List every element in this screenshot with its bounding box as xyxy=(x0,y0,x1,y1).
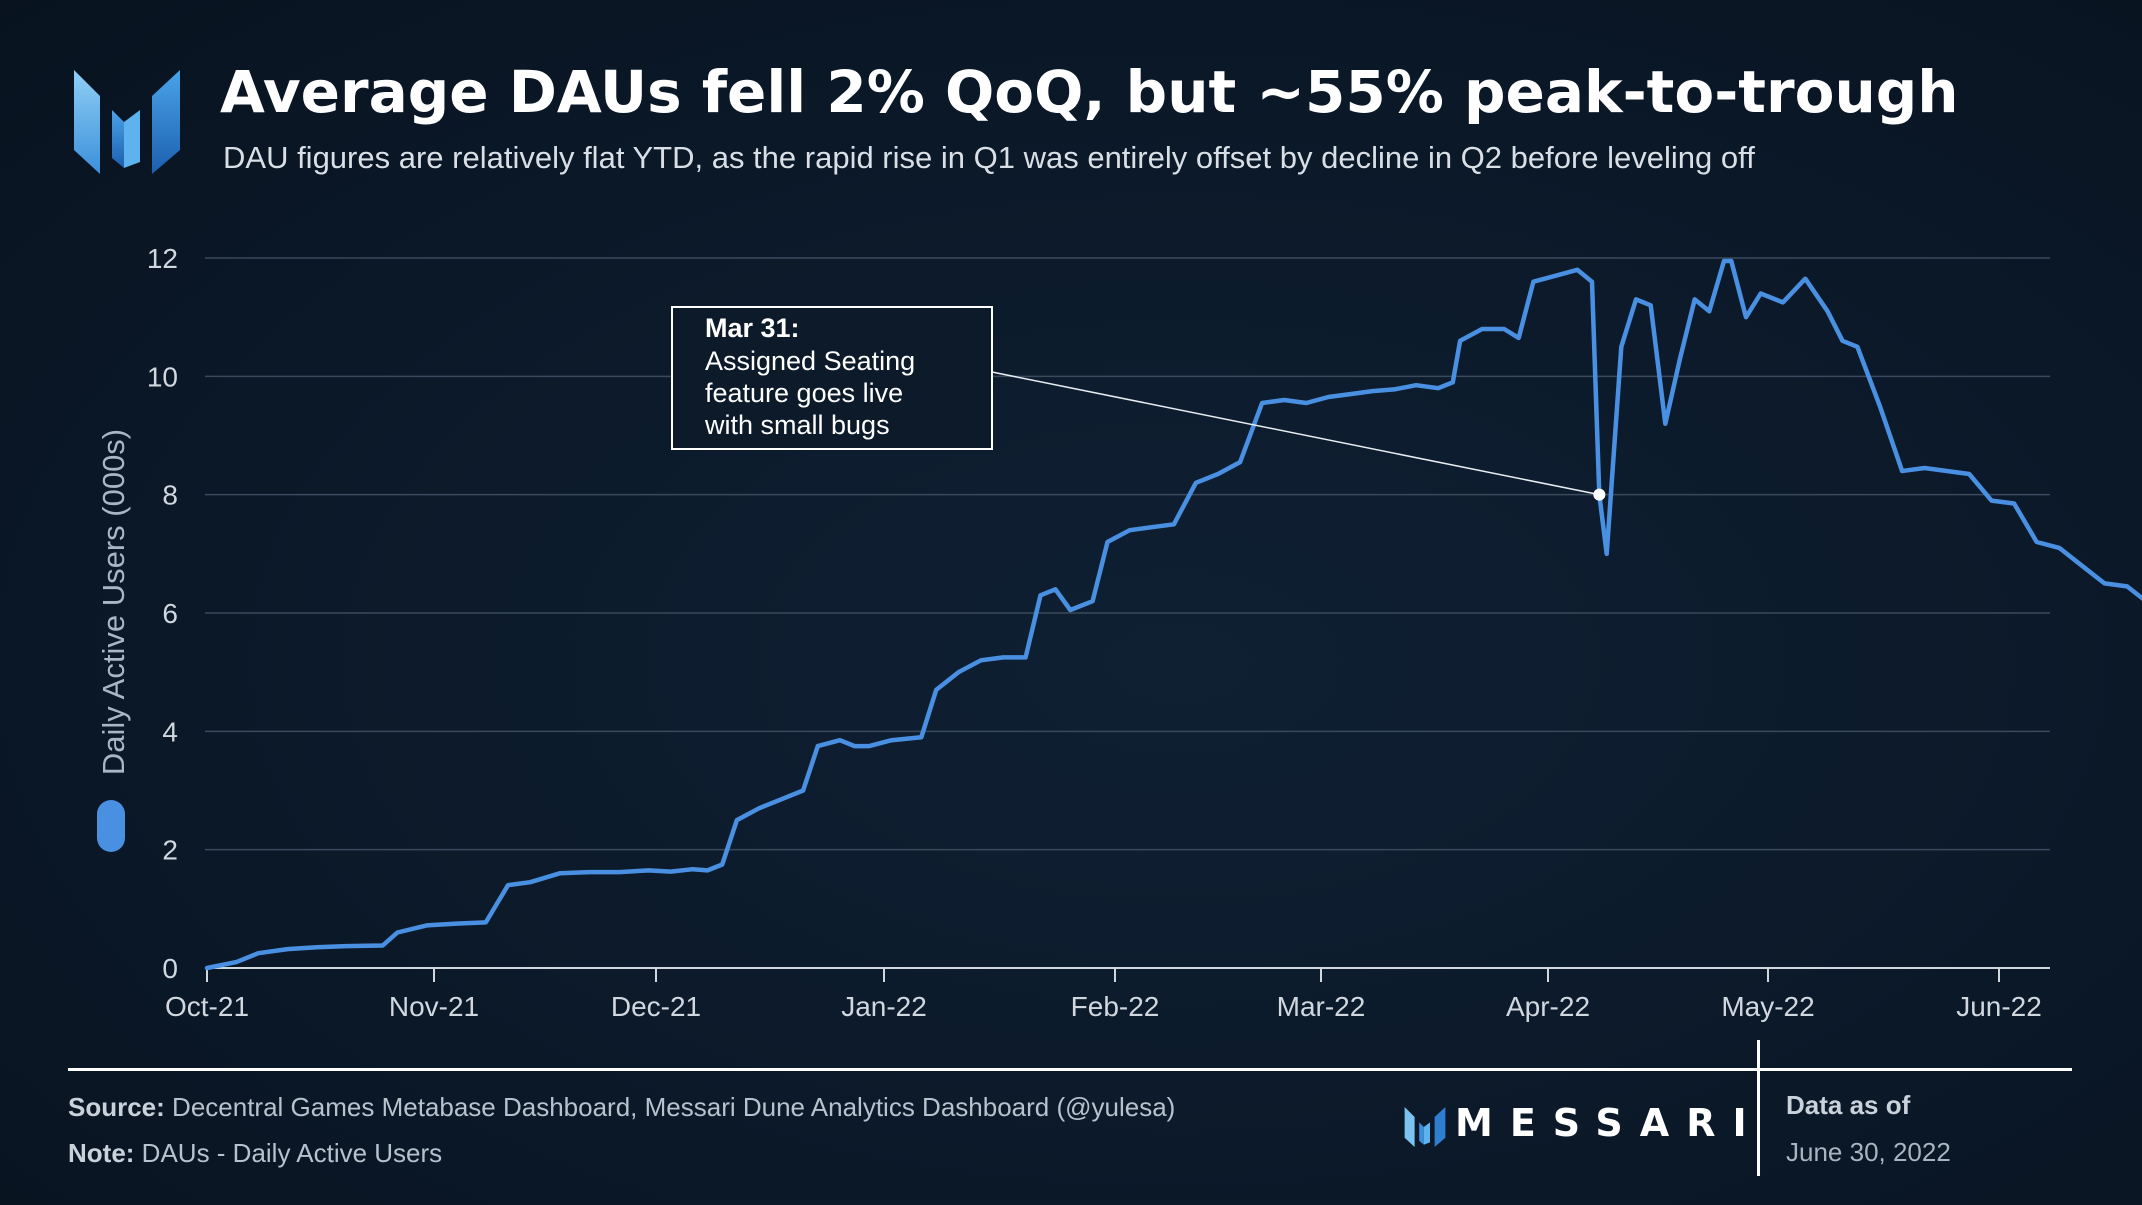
note-label: Note: xyxy=(68,1138,135,1168)
y-tick-label: 12 xyxy=(147,243,178,274)
data-as-of-date: June 30, 2022 xyxy=(1786,1137,1951,1167)
annotation-text: with small bugs xyxy=(704,410,890,440)
chart-subtitle: DAU figures are relatively flat YTD, as … xyxy=(223,140,1755,175)
annotation-text: Assigned Seating xyxy=(705,346,915,376)
data-as-of-label: Data as of xyxy=(1786,1090,1911,1120)
y-tick-label: 6 xyxy=(162,598,178,629)
x-tick-label: May-22 xyxy=(1721,991,1814,1022)
chart-grid xyxy=(205,257,2050,851)
x-tick-label: Mar-22 xyxy=(1277,991,1366,1022)
series-line xyxy=(204,258,2142,971)
brand-wordmark: MESSARI xyxy=(1455,1101,1764,1145)
y-axis-label: Daily Active Users (000s) xyxy=(96,429,131,775)
legend-swatch xyxy=(97,800,125,852)
footer-vertical-divider xyxy=(1757,1040,1760,1176)
y-tick-label: 4 xyxy=(162,716,178,747)
source-line: Source: Decentral Games Metabase Dashboa… xyxy=(68,1092,1175,1123)
x-tick-label: Jun-22 xyxy=(1956,991,2042,1022)
annotation-leader-line xyxy=(991,371,1600,496)
y-tick-label: 8 xyxy=(162,480,178,511)
source-label: Source: xyxy=(68,1092,165,1122)
messari-logo-icon xyxy=(74,70,180,174)
annotation-text: feature goes live xyxy=(705,378,903,408)
y-tick-label: 2 xyxy=(162,835,178,866)
footer-divider xyxy=(68,1068,2072,1071)
x-axis: Oct-21 Nov-21 Dec-21 Jan-22 Feb-22 Mar-22 Apr-… xyxy=(165,967,2050,1022)
chart-title: Average DAUs fell 2% QoQ, but ~55% peak-… xyxy=(220,58,1959,126)
note-text: DAUs - Daily Active Users xyxy=(141,1138,443,1168)
y-tick-label: 0 xyxy=(162,953,178,984)
annotation-title: Mar 31: xyxy=(705,313,800,343)
y-axis-ticks: 0 2 4 6 8 10 12 xyxy=(147,243,178,984)
x-tick-label: Nov-21 xyxy=(389,991,479,1022)
source-text: Decentral Games Metabase Dashboard, Mess… xyxy=(172,1092,1176,1122)
note-line: Note: DAUs - Daily Active Users xyxy=(68,1138,442,1169)
messari-brand-logo-icon xyxy=(1404,1107,1446,1147)
annotation-box xyxy=(671,306,993,450)
x-tick-label: Feb-22 xyxy=(1071,991,1160,1022)
annotation-point xyxy=(1593,488,1606,501)
x-tick-label: Oct-21 xyxy=(165,991,249,1022)
x-tick-label: Apr-22 xyxy=(1506,991,1590,1022)
y-tick-label: 10 xyxy=(147,361,178,392)
x-tick-label: Jan-22 xyxy=(841,991,927,1022)
x-tick-label: Dec-21 xyxy=(611,991,701,1022)
